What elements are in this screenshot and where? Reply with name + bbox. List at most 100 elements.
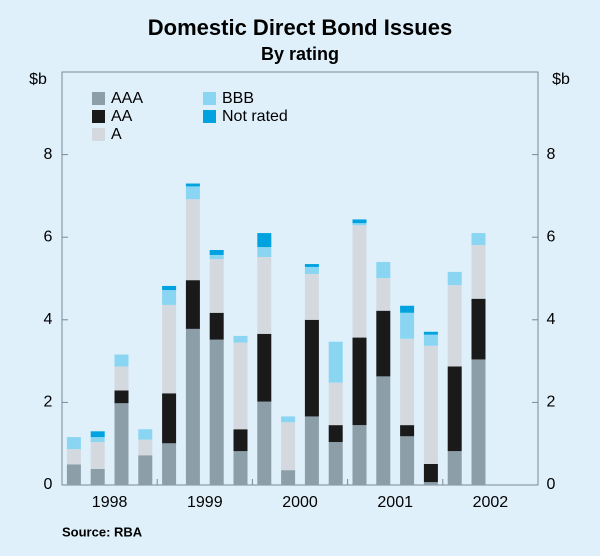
bar-segment [423, 463, 438, 483]
legend-label: BBB [222, 90, 254, 107]
bar-segment [114, 366, 129, 391]
bar-segment [185, 199, 200, 281]
bar-segment [233, 342, 248, 430]
legend-swatch [92, 128, 105, 141]
y-axis-label: $b [29, 71, 47, 88]
bar-segment [114, 403, 129, 485]
bar-segment [185, 183, 200, 187]
bar-segment [304, 273, 319, 320]
bar-segment [328, 442, 343, 485]
legend-swatch [92, 92, 105, 105]
bar-segment [209, 254, 224, 260]
legend-swatch [203, 92, 216, 105]
bar-segment [328, 341, 343, 383]
y-tick-label: 4 [44, 311, 53, 328]
bar-segment [90, 442, 105, 469]
x-group-label: 1999 [187, 494, 223, 511]
bar-segment [114, 354, 129, 367]
x-group-label: 1998 [92, 494, 128, 511]
bar-segment [352, 337, 367, 426]
bar-segment [471, 245, 486, 299]
bar-segment [66, 464, 81, 485]
x-group-label: 2002 [473, 494, 509, 511]
bar-segment [257, 333, 272, 402]
bar-segment [257, 257, 272, 334]
y2-tick-label: 4 [547, 311, 556, 328]
bar-segment [209, 312, 224, 340]
bar-segment [90, 437, 105, 443]
bar-segment [90, 468, 105, 485]
y-tick-label: 8 [44, 146, 53, 163]
bar-segment [447, 451, 462, 485]
bar-segment [66, 449, 81, 465]
bar-segment [162, 393, 177, 444]
chart-subtitle: By rating [261, 44, 339, 64]
bar-segment [423, 331, 438, 335]
bar-segment [352, 425, 367, 485]
bar-segment [400, 436, 415, 485]
bar-segment [471, 359, 486, 485]
plot-frame [61, 71, 539, 486]
bar-segment [281, 470, 296, 485]
bar-segment [328, 425, 343, 443]
bar-segment [376, 261, 391, 279]
bar-segment [352, 225, 367, 338]
source: Source: RBA [62, 524, 143, 539]
bar-segment [257, 247, 272, 258]
bar-segment [162, 290, 177, 305]
bar-segment [162, 443, 177, 485]
legend-label: AA [111, 108, 133, 125]
bar-segment [423, 345, 438, 464]
bar-segment [376, 310, 391, 377]
x-group-label: 2000 [282, 494, 318, 511]
bar-segment [376, 376, 391, 485]
bar-segment [423, 482, 438, 485]
bar-segment [328, 382, 343, 426]
y2-tick-label: 2 [547, 394, 556, 411]
bar-segment [90, 431, 105, 438]
bar-segment [233, 429, 248, 452]
legend-label: A [111, 126, 122, 143]
bar-segment [162, 304, 177, 394]
bar-segment [304, 264, 319, 267]
bar-segment [400, 338, 415, 426]
x-group-label: 2001 [377, 494, 413, 511]
y2-tick-label: 8 [547, 146, 556, 163]
y-tick-label: 2 [44, 394, 53, 411]
y-tick-label: 0 [44, 476, 53, 493]
bar-segment [447, 366, 462, 452]
bar-segment [471, 298, 486, 360]
bar-segment [471, 233, 486, 246]
y2-tick-label: 6 [547, 228, 556, 245]
bar-segment [114, 390, 129, 404]
legend-label: AAA [111, 90, 143, 107]
bar-segment [281, 422, 296, 471]
bar-segment [352, 219, 367, 224]
bar-segment [185, 280, 200, 329]
bar-segment [162, 285, 177, 291]
bar-segment [138, 439, 153, 456]
bar-segment [209, 250, 224, 255]
y-tick-label: 6 [44, 228, 53, 245]
bar-segment [138, 455, 153, 485]
bar-segment [447, 285, 462, 367]
legend-swatch [92, 110, 105, 123]
bar-segment [400, 425, 415, 437]
legend-label: Not rated [222, 108, 288, 125]
bar-segment [400, 312, 415, 339]
bar-segment [400, 305, 415, 313]
bar-segment [423, 334, 438, 346]
bar-segment [376, 278, 391, 311]
y2-axis-label: $b [552, 71, 570, 88]
y2-tick-label: 0 [547, 476, 556, 493]
bar-segment [138, 429, 153, 440]
bar-segment [257, 233, 272, 248]
bar-segment [209, 339, 224, 485]
bar-segment [209, 259, 224, 313]
bar-segment [304, 319, 319, 417]
bar-segment [281, 416, 296, 423]
bar-segment [447, 271, 462, 286]
